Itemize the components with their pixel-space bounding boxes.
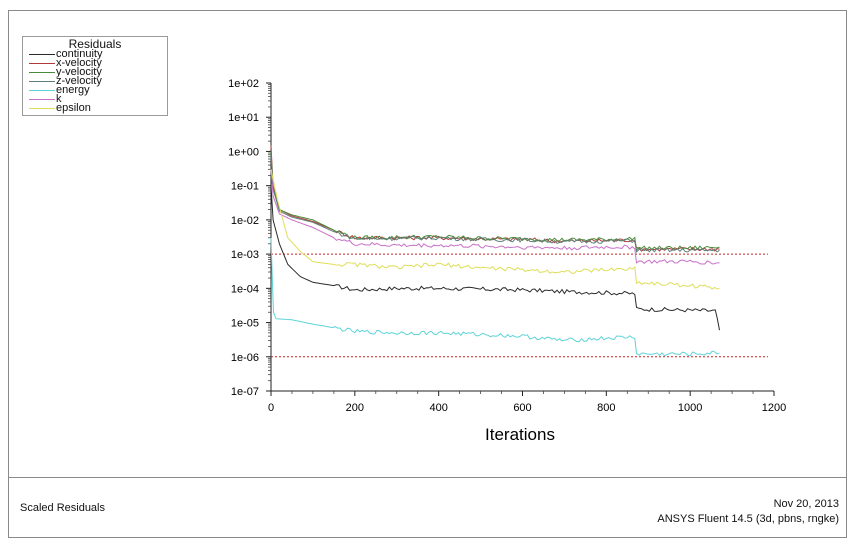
y-tick-label: 1e-01	[231, 181, 259, 193]
legend-swatch	[29, 72, 55, 73]
series-line-energy	[270, 237, 720, 357]
tick-labels: 1e-07 1e-06 1e-05 1e-04 1e-03 1e-02 1e-01 1e+00…	[228, 78, 786, 414]
y-tick-label: 1e-02	[231, 215, 259, 227]
series-line-epsilon	[270, 169, 720, 290]
legend: Residuals continuity x-velocity y-velocity…	[22, 36, 168, 116]
x-tick-label: 600	[513, 402, 531, 414]
legend-swatch	[29, 90, 55, 91]
legend-label: epsilon	[56, 102, 91, 114]
series-line-z-velocity	[270, 154, 720, 253]
legend-label: k	[56, 93, 62, 105]
plot-axes	[266, 82, 775, 396]
legend-label: y-velocity	[56, 66, 102, 78]
y-tick-label: 1e-05	[231, 318, 259, 330]
legend-title: Residuals	[68, 37, 122, 51]
y-tick-label: 1e+01	[228, 112, 259, 124]
y-tick-label: 1e+00	[228, 146, 259, 158]
footer: Scaled Residuals Nov 20, 2013 ANSYS Flue…	[8, 477, 847, 538]
series-line-k	[270, 169, 720, 265]
legend-swatch	[29, 54, 55, 55]
y-tick-label: 1e+02	[228, 78, 259, 90]
footer-date: Nov 20, 2013	[773, 498, 839, 510]
x-tick-label: 200	[346, 402, 364, 414]
series-lines	[270, 145, 720, 357]
footer-product: ANSYS Fluent 14.5 (3d, pbns, rngke)	[657, 513, 839, 525]
x-tick-label: 1000	[678, 402, 702, 414]
series-line-y-velocity	[270, 151, 720, 252]
legend-label: continuity	[56, 48, 103, 60]
x-tick-label: 1200	[762, 402, 786, 414]
legend-swatch	[29, 81, 55, 82]
x-tick-label: 400	[429, 402, 447, 414]
x-axis-label: Iterations	[485, 425, 555, 444]
y-tick-label: 1e-04	[231, 283, 259, 295]
legend-label: energy	[56, 84, 90, 96]
legend-label: z-velocity	[56, 75, 102, 87]
x-tick-label: 0	[268, 402, 274, 414]
legend-swatch	[29, 63, 55, 64]
reference-lines	[271, 253, 768, 358]
series-line-continuity	[270, 185, 720, 331]
legend-label: x-velocity	[56, 57, 102, 69]
footer-title: Scaled Residuals	[20, 502, 105, 514]
legend-swatch	[29, 99, 55, 100]
y-tick-label: 1e-06	[231, 352, 259, 364]
legend-swatch	[29, 108, 55, 109]
y-tick-label: 1e-07	[231, 386, 259, 398]
x-tick-label: 800	[597, 402, 615, 414]
series-line-x-velocity	[270, 145, 720, 252]
y-tick-label: 1e-03	[231, 249, 259, 261]
